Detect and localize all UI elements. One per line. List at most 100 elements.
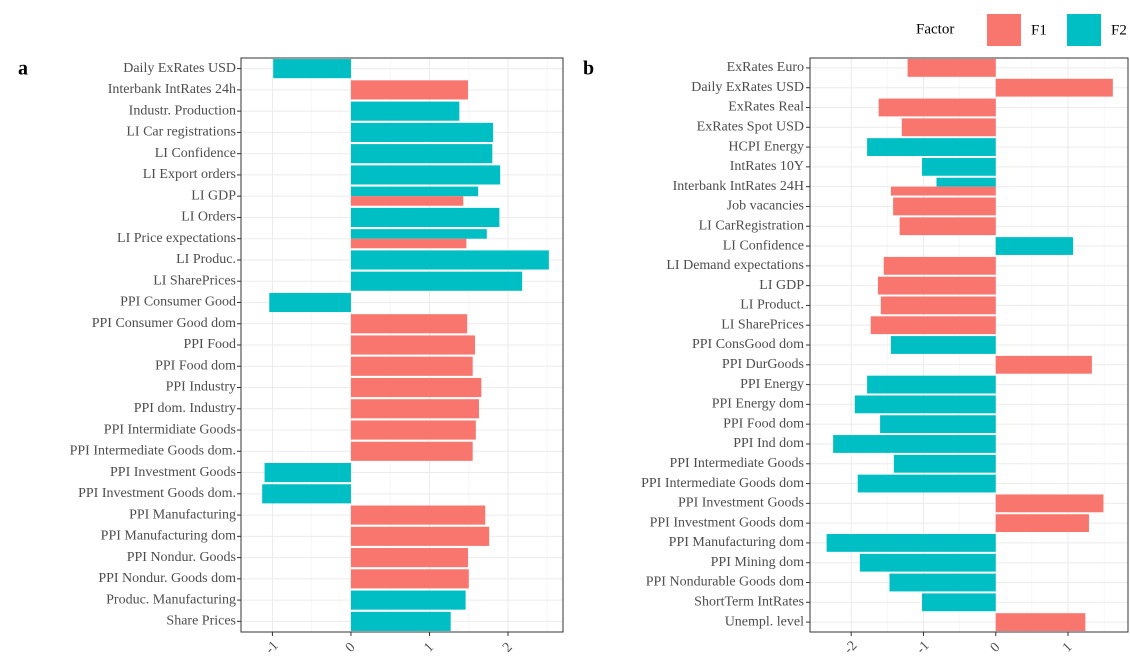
bar — [350, 548, 468, 568]
bar — [350, 314, 468, 334]
y-tick-label: HCPI Energy — [728, 139, 804, 154]
bar — [350, 377, 482, 398]
y-tick-label: PPI Nondurable Goods dom — [646, 575, 804, 590]
bar — [262, 484, 351, 504]
y-tick-label: Interbank IntRates 24h — [108, 82, 236, 97]
y-tick-label: ShortTerm IntRates — [694, 595, 804, 610]
y-tick-label: PPI Consumer Good dom — [92, 316, 236, 331]
bar — [890, 186, 996, 196]
y-tick-label: IntRates 10Y — [730, 159, 804, 174]
bar — [889, 573, 996, 592]
y-tick-label: ExRates Spot USD — [697, 119, 804, 134]
x-tick-label: 1 — [422, 640, 438, 656]
legend-title: Factor — [916, 21, 954, 37]
y-tick-label: PPI Investment Goods — [110, 465, 236, 480]
y-tick-label: Unempl. level — [725, 614, 804, 629]
y-tick-label: LI Confidence — [723, 238, 804, 253]
y-tick-label: LI SharePrices — [721, 317, 804, 332]
y-tick-label: PPI ConsGood dom — [692, 337, 804, 352]
y-tick-label: Job vacancies — [727, 199, 804, 214]
bar — [922, 157, 996, 176]
y-tick-label: ExRates Euro — [727, 60, 804, 75]
y-tick-label: PPI Food dom — [155, 358, 236, 373]
bar — [350, 356, 473, 376]
y-tick-label: PPI Food — [183, 337, 236, 352]
bar — [350, 271, 523, 291]
y-tick-label: PPI Nondur. Goods dom — [98, 571, 236, 586]
y-tick-label: Industr. Production — [129, 103, 236, 118]
legend-swatch — [987, 14, 1021, 46]
y-tick-label: PPI Food dom — [723, 416, 804, 431]
bar — [995, 613, 1086, 632]
x-tick-label: 2 — [500, 640, 516, 656]
bar — [995, 514, 1089, 533]
bar — [350, 505, 486, 525]
y-tick-label: PPI Intermediate Goods — [669, 456, 804, 471]
y-tick-label: PPI Intermidiate Goods — [104, 422, 236, 437]
x-tick-label: 1 — [1060, 640, 1076, 656]
bar — [350, 229, 487, 239]
bar — [350, 122, 494, 142]
y-tick-label: PPI Intermediate Goods dom. — [70, 444, 236, 459]
bar — [350, 420, 476, 440]
y-tick-label: LI Produc. — [176, 252, 236, 267]
y-tick-label: LI Car registrations — [126, 125, 236, 140]
bar — [350, 611, 451, 631]
bar — [350, 250, 549, 270]
y-tick-label: PPI dom. Industry — [134, 401, 236, 416]
y-tick-label: LI GDP — [759, 278, 804, 293]
bar — [880, 415, 996, 434]
bar — [350, 441, 473, 461]
panel-border — [809, 57, 1129, 633]
bar — [350, 335, 476, 355]
y-tick-label: LI CarRegistration — [699, 218, 804, 233]
y-tick-label: PPI Energy dom — [712, 397, 804, 412]
y-tick-label: LI Product. — [740, 298, 804, 313]
bar — [350, 399, 479, 419]
bar — [273, 59, 351, 79]
x-tick-label: -1 — [914, 638, 933, 657]
bar — [995, 237, 1074, 255]
y-tick-label: Daily ExRates USD — [691, 80, 804, 95]
y-tick-label: LI GDP — [191, 188, 236, 203]
legend-label: F1 — [1031, 22, 1047, 38]
bar — [995, 355, 1092, 374]
y-tick-label: PPI Intermediate Goods dom — [641, 476, 804, 491]
bar — [922, 593, 996, 612]
bar — [350, 207, 500, 228]
bar — [854, 395, 996, 414]
bar — [901, 118, 996, 137]
x-tick-label: 0 — [343, 640, 359, 656]
bar — [878, 98, 996, 117]
bar — [350, 196, 464, 206]
y-tick-label: LI Orders — [181, 210, 236, 225]
bar — [264, 462, 351, 483]
bar — [907, 58, 996, 77]
y-tick-label: PPI Industry — [166, 380, 236, 395]
y-tick-label: PPI Mining dom — [711, 555, 804, 570]
x-tick-label: -2 — [842, 638, 861, 657]
y-tick-label: PPI Manufacturing dom — [669, 535, 804, 550]
y-tick-label: PPI Nondur. Goods — [127, 550, 236, 565]
y-tick-label: PPI Ind dom — [733, 436, 804, 451]
bar — [859, 553, 996, 572]
bar — [880, 296, 996, 315]
y-tick-label: LI Price expectations — [117, 231, 236, 246]
y-tick-label: Share Prices — [166, 614, 236, 629]
bar — [350, 144, 493, 164]
bar — [350, 238, 467, 249]
y-tick-label: LI SharePrices — [153, 273, 236, 288]
bar — [995, 494, 1104, 513]
bar — [867, 138, 996, 156]
bar — [269, 292, 351, 313]
bar — [883, 256, 996, 275]
legend-label: F2 — [1111, 22, 1127, 38]
bar — [350, 590, 466, 610]
y-tick-label: PPI Investment Goods dom — [650, 515, 805, 530]
bar — [350, 101, 460, 121]
y-tick-label: PPI Consumer Good — [120, 295, 236, 310]
y-tick-label: PPI Manufacturing — [129, 507, 236, 522]
y-tick-label: PPI Manufacturing dom — [101, 529, 236, 544]
bar — [936, 177, 996, 187]
